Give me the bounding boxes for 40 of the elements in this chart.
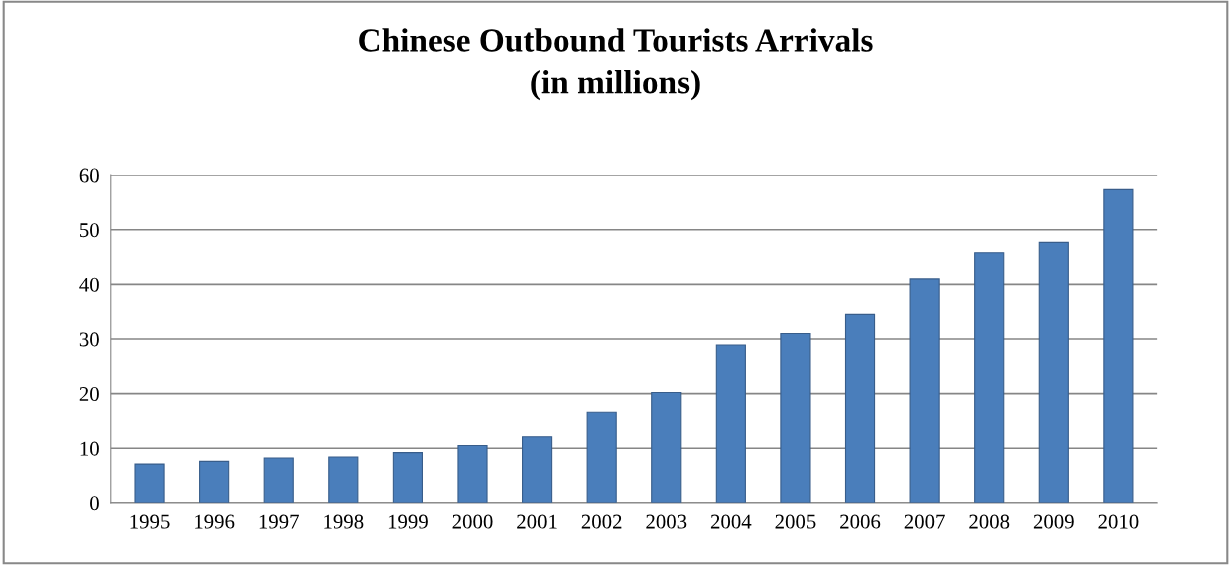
x-tick-label: 1996: [195, 514, 235, 529]
bar: [651, 391, 682, 503]
bar: [715, 344, 746, 503]
y-tick-label: 0: [90, 496, 99, 511]
bar: [199, 460, 230, 503]
x-tick-label: 1998: [324, 514, 364, 529]
x-tick-label: 2004: [710, 514, 752, 529]
bar: [844, 313, 876, 503]
x-tick-label: 2010: [1098, 514, 1139, 529]
y-tick-label: 40: [79, 277, 99, 292]
y-tick-label: 30: [79, 332, 99, 347]
y-tick-label: 50: [80, 223, 99, 238]
x-tick-label: 1997: [259, 514, 299, 529]
bar: [134, 463, 165, 503]
bar: [457, 444, 488, 503]
x-tick-label: 2001: [517, 514, 557, 529]
y-tick-label: 10: [80, 441, 99, 456]
x-tick-label: 2007: [904, 514, 945, 529]
x-tick-label: 2005: [775, 514, 816, 529]
y-tick-label: 20: [79, 386, 99, 402]
x-tick-label: 2009: [1033, 514, 1074, 529]
x-tick-label: 1995: [130, 514, 170, 529]
bar: [909, 278, 940, 503]
bar: [328, 456, 359, 503]
y-tick-label: 60: [79, 168, 99, 183]
chart-title: Chinese Outbound Tourists Arrivals (in millions): [359, 28, 873, 101]
x-tick-label: 2008: [969, 514, 1010, 529]
bar: [586, 411, 617, 503]
bar: [780, 332, 811, 503]
bar: [521, 436, 553, 503]
bar: [1103, 188, 1134, 503]
x-tick-label: 2002: [581, 514, 622, 529]
bar: [1038, 241, 1069, 503]
x-tick-label: 2000: [452, 514, 493, 529]
bar: [263, 457, 294, 503]
x-tick-label: 1999: [388, 514, 428, 529]
bar: [974, 252, 1005, 503]
bar: [392, 452, 423, 503]
x-tick-label: 2006: [840, 514, 881, 529]
x-tick-label: 2003: [646, 514, 687, 529]
